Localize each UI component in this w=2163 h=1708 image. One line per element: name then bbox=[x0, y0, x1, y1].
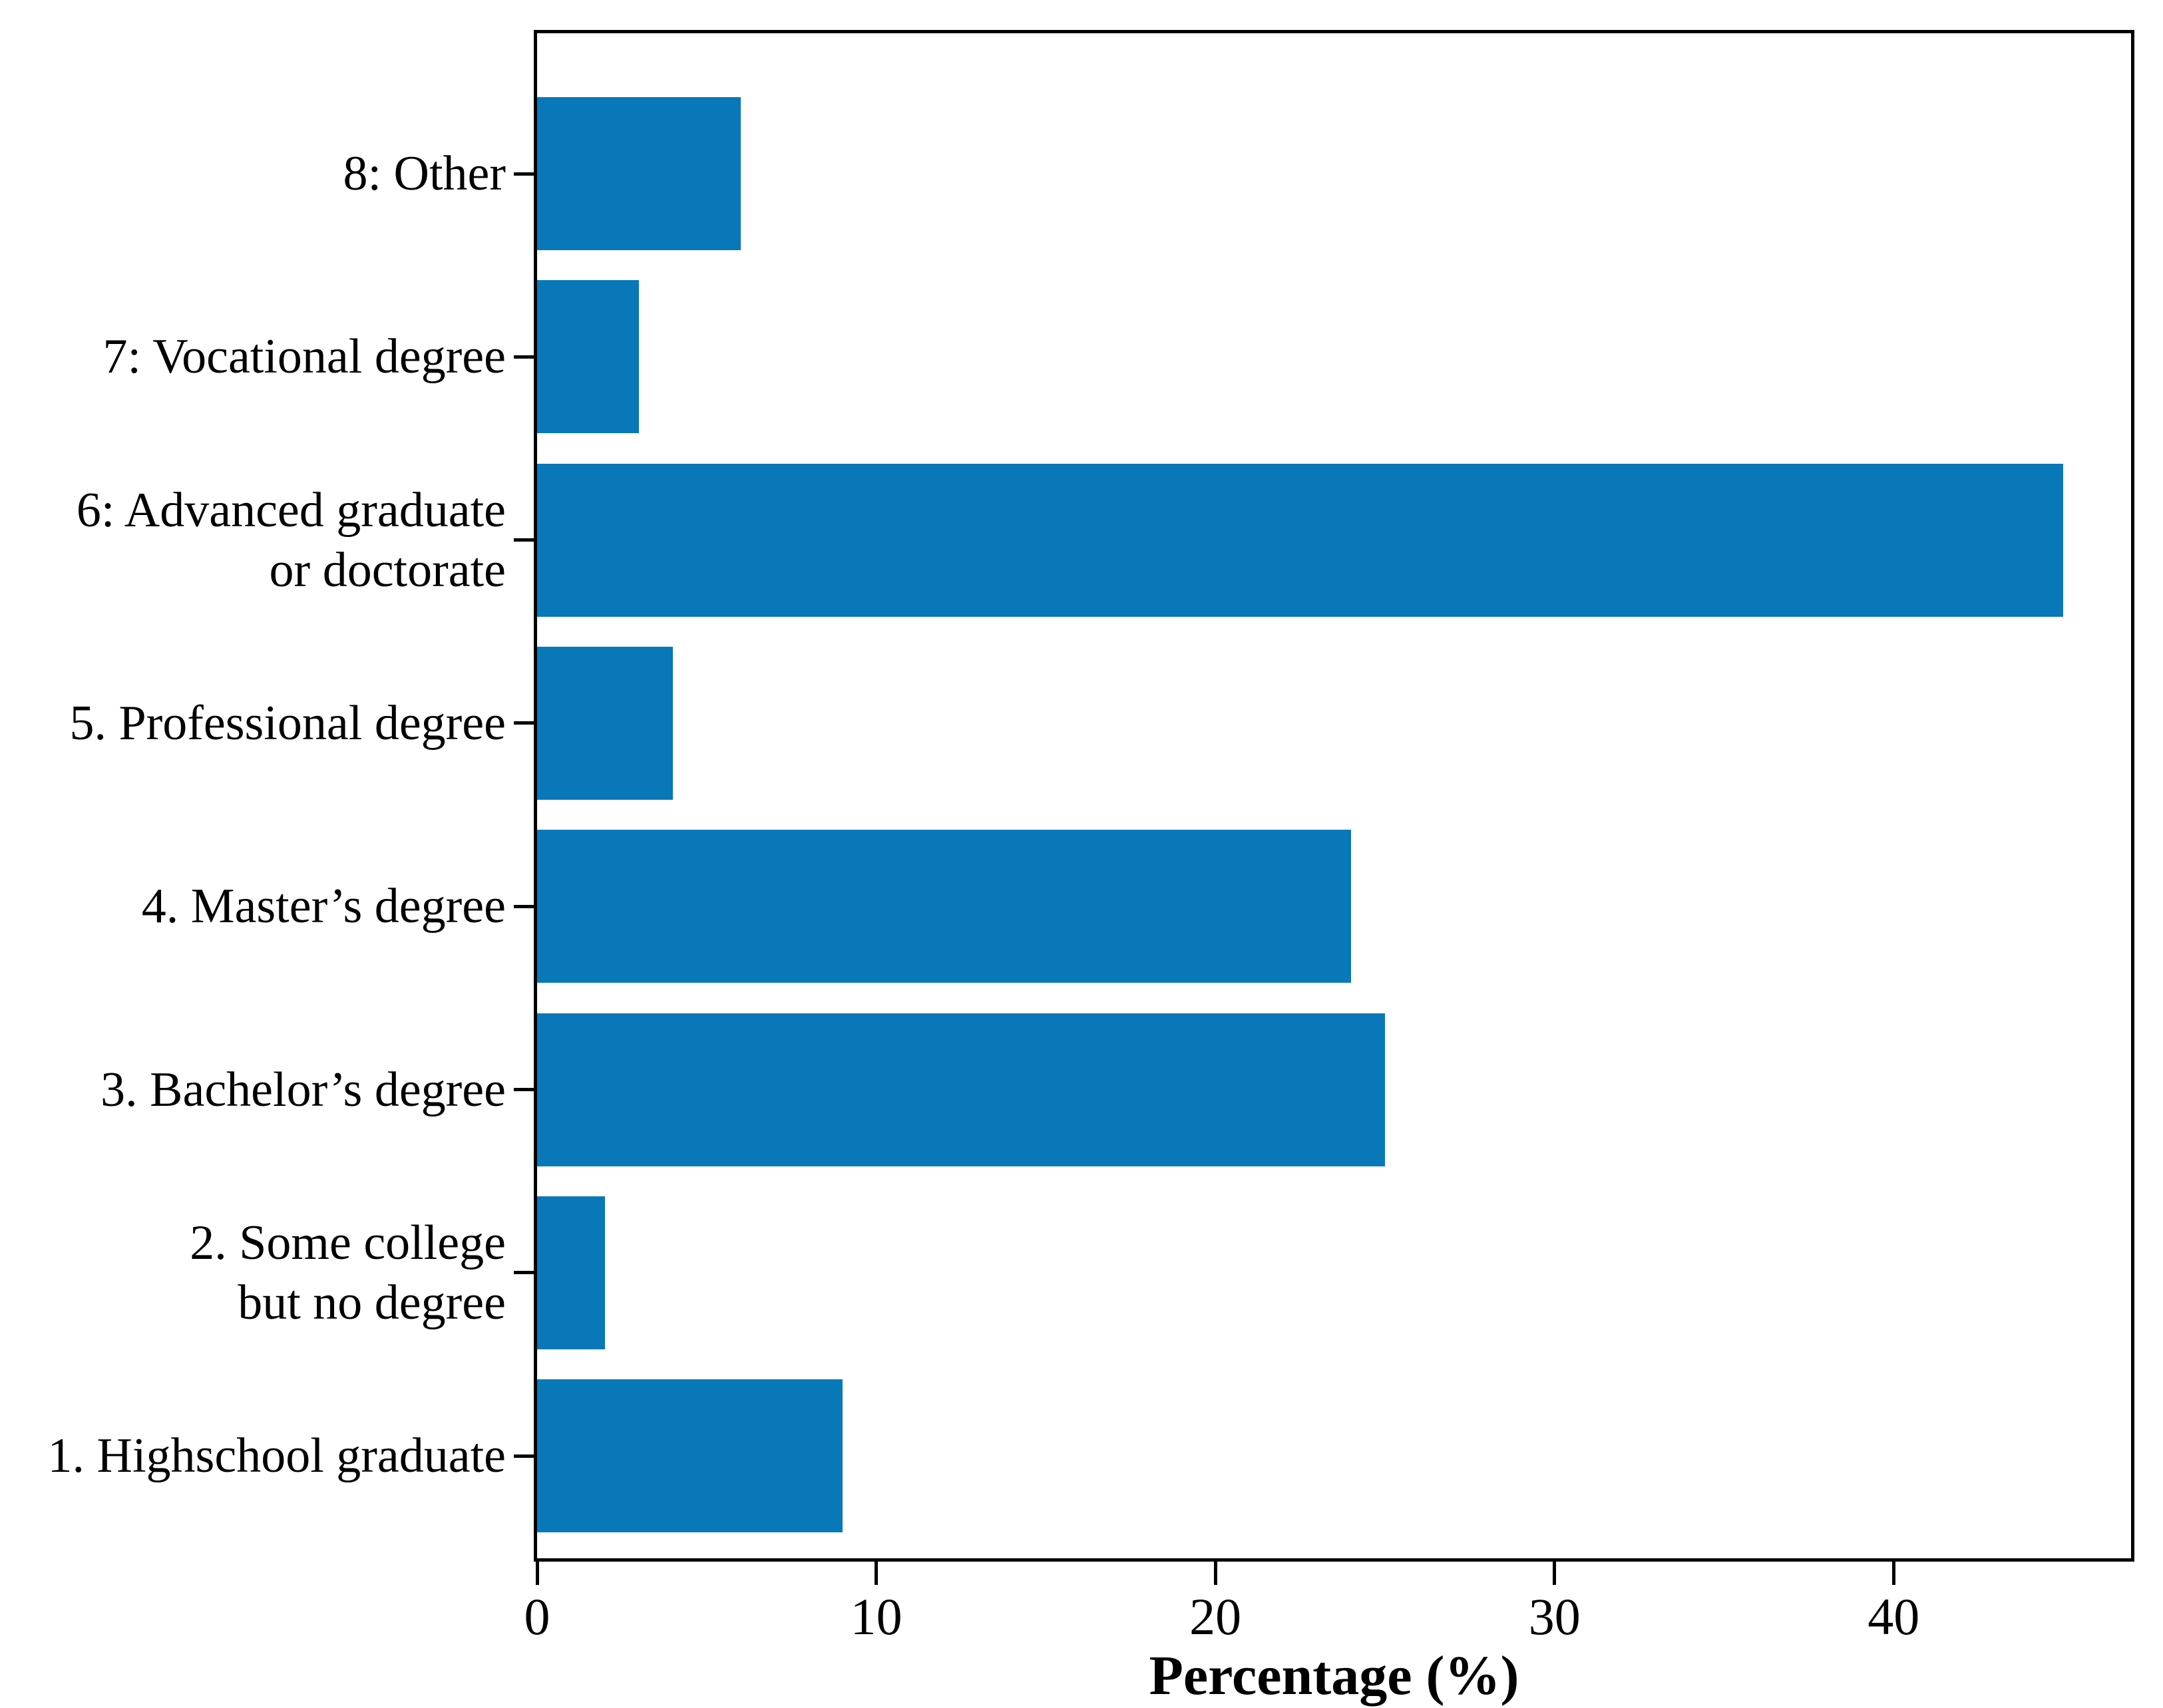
y-tick-mark bbox=[514, 1454, 534, 1458]
y-category-label-line: 4. Master’s degree bbox=[141, 879, 506, 934]
y-category-label: 1. Highschool graduate bbox=[48, 1426, 506, 1486]
y-category-label-line: 2. Some college bbox=[190, 1215, 506, 1270]
x-axis-label: Percentage (%) bbox=[1149, 1645, 1519, 1707]
bar-category-5 bbox=[537, 646, 673, 800]
x-tick-label: 20 bbox=[1189, 1588, 1242, 1645]
y-category-label: 2. Some college but no degree bbox=[190, 1213, 506, 1333]
y-tick-mark bbox=[514, 721, 534, 725]
y-category-label-line: 5. Professional degree bbox=[69, 695, 506, 751]
bar-category-7 bbox=[537, 280, 639, 434]
x-tick-mark bbox=[535, 1562, 539, 1585]
y-tick-mark bbox=[514, 538, 534, 542]
x-tick-label: 10 bbox=[850, 1588, 902, 1645]
x-tick-mark bbox=[1891, 1562, 1895, 1585]
bar-category-4 bbox=[537, 830, 1351, 983]
y-category-label: 3. Bachelor’s degree bbox=[100, 1060, 506, 1120]
x-tick-mark bbox=[875, 1562, 879, 1585]
y-category-label-line: but no degree bbox=[238, 1275, 506, 1330]
y-category-label-line: 7: Vocational degree bbox=[102, 329, 506, 385]
y-category-label: 7: Vocational degree bbox=[102, 327, 506, 387]
y-category-label-line: 3. Bachelor’s degree bbox=[100, 1062, 506, 1117]
y-category-label-line: 1. Highschool graduate bbox=[47, 1429, 506, 1484]
bar-category-3 bbox=[537, 1013, 1385, 1166]
y-category-label: 6: Advanced graduate or doctorate bbox=[77, 480, 506, 600]
bar-category-6 bbox=[537, 463, 2064, 617]
y-tick-mark bbox=[514, 1271, 534, 1275]
y-tick-mark bbox=[514, 355, 534, 359]
y-category-label: 8: Other bbox=[343, 144, 506, 204]
y-category-label-line: 6: Advanced graduate bbox=[76, 482, 506, 538]
x-tick-label: 40 bbox=[1868, 1588, 1920, 1645]
x-tick-label: 30 bbox=[1528, 1588, 1581, 1645]
y-category-label: 5. Professional degree bbox=[69, 693, 506, 753]
y-tick-mark bbox=[514, 904, 534, 908]
y-tick-mark bbox=[514, 1088, 534, 1091]
plot-area: Percentage (%) 8: Other 7: Vocational deg… bbox=[48, 30, 2134, 1707]
x-tick-mark bbox=[1553, 1562, 1557, 1585]
bar-category-1 bbox=[537, 1379, 843, 1533]
y-category-label-line: or doctorate bbox=[269, 542, 506, 598]
x-tick-label: 0 bbox=[524, 1588, 550, 1645]
x-tick-mark bbox=[1213, 1562, 1217, 1585]
bar-category-8 bbox=[537, 97, 741, 250]
y-category-label: 4. Master’s degree bbox=[142, 876, 506, 936]
y-category-label-line: 8: Other bbox=[343, 146, 506, 201]
bar-category-2 bbox=[537, 1196, 605, 1349]
y-tick-mark bbox=[514, 172, 534, 176]
